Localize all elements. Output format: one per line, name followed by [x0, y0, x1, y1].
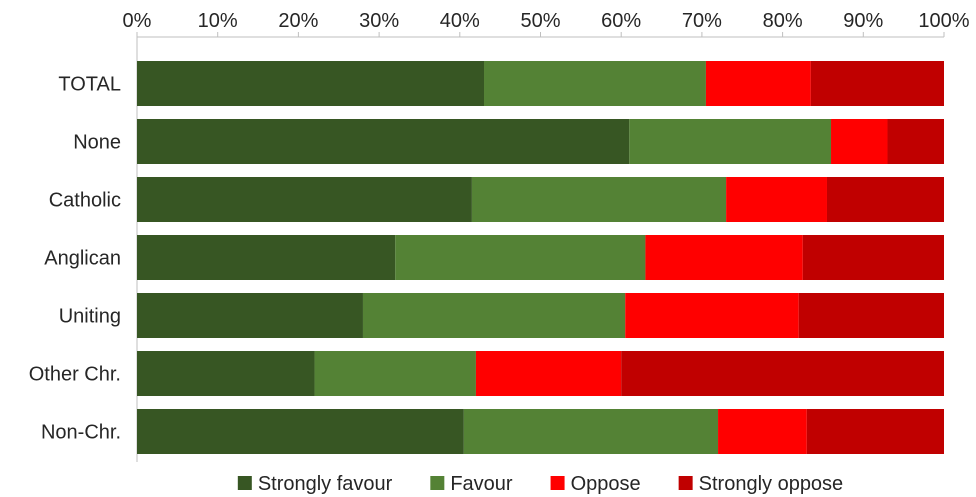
bar-segment: [484, 61, 706, 106]
bar-segment: [137, 177, 472, 222]
bar-segment: [718, 409, 807, 454]
bar-segment: [629, 119, 832, 164]
category-label: TOTAL: [58, 74, 121, 96]
bar-segment: [475, 351, 622, 396]
legend-swatch: [430, 476, 445, 490]
bar-segment: [887, 119, 944, 164]
bars-area: [137, 61, 944, 454]
category-label: Anglican: [44, 248, 121, 270]
legend-label: Strongly oppose: [699, 473, 844, 495]
x-axis: 0% 10% 20% 30% 40% 50% 60% 70% 80% 90% 100%: [123, 10, 970, 38]
legend-label: Favour: [450, 473, 513, 495]
x-tick-label: 100%: [918, 10, 969, 32]
x-tick-label: 60%: [601, 10, 641, 32]
bar-segment: [798, 293, 944, 338]
x-tick-label: 50%: [520, 10, 560, 32]
x-tick-label: 10%: [198, 10, 238, 32]
x-tick-label: 0%: [123, 10, 152, 32]
x-tick-label: 90%: [843, 10, 883, 32]
bar-segment: [463, 409, 719, 454]
bar-segment: [826, 177, 944, 222]
bar-segment: [395, 235, 646, 280]
bar-segment: [137, 235, 396, 280]
legend-item: Oppose: [550, 473, 641, 495]
category-label: Other Chr.: [29, 364, 121, 386]
legend-item: Favour: [430, 473, 513, 495]
y-axis: TOTAL None Catholic Anglican Uniting Other Ch…: [29, 37, 138, 462]
bar-segment: [802, 235, 944, 280]
bar-segment: [471, 177, 727, 222]
bar-segment: [362, 293, 626, 338]
legend: Strongly favour Favour Oppose Strongly oppo…: [237, 473, 844, 495]
x-tick-label: 30%: [359, 10, 399, 32]
legend-swatch: [678, 476, 693, 490]
legend-swatch: [237, 476, 252, 490]
legend-item: Strongly favour: [237, 473, 393, 495]
category-label: Non-Chr.: [41, 422, 121, 444]
bar-segment: [810, 61, 944, 106]
bar-segment: [726, 177, 827, 222]
x-tick-label: 20%: [278, 10, 318, 32]
bar-segment: [137, 119, 630, 164]
x-tick-label: 40%: [440, 10, 480, 32]
bar-segment: [645, 235, 803, 280]
bar-segment: [621, 351, 944, 396]
legend-item: Strongly oppose: [678, 473, 844, 495]
bar-segment: [625, 293, 799, 338]
legend-label: Oppose: [571, 473, 641, 495]
category-label: None: [73, 132, 121, 154]
bar-segment: [806, 409, 944, 454]
bar-segment: [137, 409, 464, 454]
bar-segment: [705, 61, 811, 106]
bar-segment: [314, 351, 476, 396]
x-tick-label: 70%: [682, 10, 722, 32]
bar-segment: [137, 351, 315, 396]
x-tick-label: 80%: [763, 10, 803, 32]
category-label: Catholic: [49, 190, 121, 212]
category-label: Uniting: [59, 306, 121, 328]
bar-segment: [137, 293, 363, 338]
bar-segment: [831, 119, 888, 164]
legend-swatch: [550, 476, 565, 490]
legend-label: Strongly favour: [258, 473, 393, 495]
bar-segment: [137, 61, 485, 106]
